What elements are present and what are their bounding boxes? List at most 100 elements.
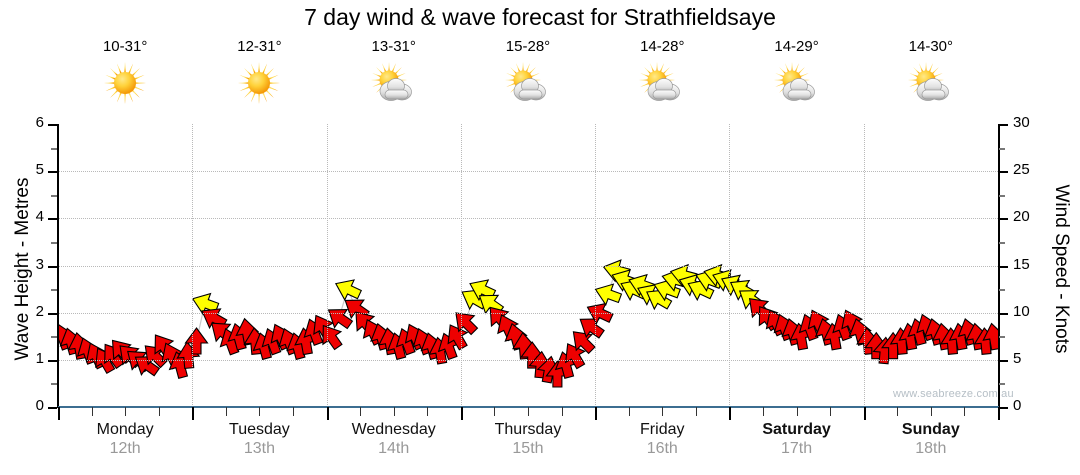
x-tick-18 xyxy=(662,407,664,416)
y-tick-left-minor-1 xyxy=(51,336,57,339)
partly-cloudy-icon xyxy=(365,58,423,108)
x-tick-16 xyxy=(595,407,598,420)
y-tick-left-minor-5 xyxy=(51,147,57,150)
day-date-1: 13th xyxy=(243,440,275,457)
y-axis-left-line xyxy=(57,124,59,408)
day-name-1: Tuesday xyxy=(229,421,290,438)
x-tick-2 xyxy=(125,407,127,416)
gridline-h-2 xyxy=(58,312,998,314)
day-date-4: 16th xyxy=(646,440,678,457)
x-tick-28 xyxy=(998,407,1000,420)
gridline-v-day-1 xyxy=(192,124,194,407)
y-label-left-6: 6 xyxy=(35,114,44,131)
temperature-range-2: 13-31° xyxy=(371,38,416,55)
day-footer-wednesday: Wednesday 14th xyxy=(327,420,461,472)
day-footer-thursday: Thursday 15th xyxy=(461,420,595,472)
x-tick-8 xyxy=(326,407,329,420)
day-date-5: 17th xyxy=(780,440,813,457)
y-label-right-20: 20 xyxy=(1013,208,1030,226)
y-tick-left-minor-0 xyxy=(51,383,57,386)
day-footer-row: Monday 12th Tuesday 13th Wednesday 14th Thursd… xyxy=(58,420,998,472)
gridline-v-day-4 xyxy=(595,124,597,407)
temperature-range-6: 14-30° xyxy=(908,38,954,55)
day-name-5: Saturday xyxy=(762,421,831,438)
day-name-2: Wednesday xyxy=(351,421,436,438)
partly-cloudy-icon xyxy=(902,58,960,108)
temperature-range-0: 10-31° xyxy=(102,38,148,55)
day-footer-saturday: Saturday 17th xyxy=(729,420,863,472)
day-header-row: 10-31° 12-31° 13-31° xyxy=(58,36,998,124)
x-tick-24 xyxy=(863,407,866,420)
y-tick-right-minor-5 xyxy=(999,336,1005,339)
y-tick-left-minor-3 xyxy=(51,241,57,244)
day-header-monday: 10-31° xyxy=(58,36,192,124)
day-name-4: Friday xyxy=(640,421,685,438)
day-header-thursday: 15-28° xyxy=(461,36,595,124)
y-label-right-0: 0 xyxy=(1013,397,1022,414)
sunny-icon xyxy=(230,58,288,108)
temperature-range-5: 14-29° xyxy=(774,38,819,55)
x-tick-5 xyxy=(225,407,227,416)
gridline-h-5 xyxy=(58,171,998,173)
y-tick-right-25 xyxy=(999,171,1008,174)
y-tick-right-10 xyxy=(999,312,1008,315)
y-label-left-5: 5 xyxy=(35,161,44,179)
x-tick-11 xyxy=(427,407,429,416)
y-tick-left-0 xyxy=(48,407,57,409)
x-tick-10 xyxy=(393,407,395,416)
y-tick-right-0 xyxy=(999,407,1008,409)
y-tick-left-3 xyxy=(48,265,57,268)
y-axis-left-title: Wave Height - Metres xyxy=(12,177,33,361)
day-header-tuesday: 12-31° xyxy=(192,36,326,124)
x-tick-20 xyxy=(729,407,732,420)
y-label-left-3: 3 xyxy=(35,255,44,273)
x-tick-25 xyxy=(897,407,899,416)
plot-area: www.seabreeze.com.au xyxy=(58,124,1014,407)
y-tick-right-minor-20 xyxy=(999,194,1005,197)
y-label-left-0: 0 xyxy=(35,397,44,414)
y-label-right-15: 15 xyxy=(1013,255,1030,273)
y-tick-right-5 xyxy=(999,359,1008,362)
x-tick-6 xyxy=(259,407,261,416)
y-tick-left-5 xyxy=(48,171,57,174)
gridline-v-day-2 xyxy=(326,124,328,407)
day-footer-friday: Friday 16th xyxy=(595,420,729,472)
gridline-h-4 xyxy=(58,218,998,220)
day-date-2: 14th xyxy=(378,440,410,457)
x-tick-19 xyxy=(695,407,697,416)
day-header-sunday: 14-30° xyxy=(864,36,998,124)
y-tick-left-minor-4 xyxy=(51,194,57,197)
gridline-h-3 xyxy=(58,265,998,267)
y-tick-left-1 xyxy=(48,359,57,362)
gridline-v-day-3 xyxy=(460,124,462,407)
y-tick-right-minor-15 xyxy=(999,241,1005,244)
y-tick-right-20 xyxy=(999,218,1008,221)
y-tick-left-minor-2 xyxy=(51,289,57,292)
sunny-icon xyxy=(96,58,154,108)
x-tick-27 xyxy=(964,407,966,416)
day-date-3: 15th xyxy=(512,440,544,457)
x-tick-26 xyxy=(930,407,932,416)
day-name-6: Sunday xyxy=(901,421,960,438)
x-tick-15 xyxy=(561,407,563,416)
x-tick-7 xyxy=(293,407,294,416)
temperature-range-3: 15-28° xyxy=(505,38,551,55)
y-label-right-10: 10 xyxy=(1013,302,1030,320)
day-date-0: 12th xyxy=(109,440,141,457)
y-tick-right-minor-10 xyxy=(999,289,1005,292)
x-tick-13 xyxy=(494,407,496,416)
x-tick-17 xyxy=(628,407,630,416)
y-label-left-1: 1 xyxy=(35,349,44,367)
x-tick-9 xyxy=(360,407,362,416)
y-tick-right-minor-0 xyxy=(999,383,1005,386)
watermark: www.seabreeze.com.au xyxy=(893,388,1014,400)
day-name-3: Thursday xyxy=(494,421,562,438)
y-tick-left-4 xyxy=(48,218,57,221)
y-label-left-2: 2 xyxy=(35,302,44,320)
y-axis-right-title: Wind Speed - Knots xyxy=(1051,184,1072,354)
y-tick-right-15 xyxy=(999,265,1008,268)
x-tick-22 xyxy=(796,407,798,416)
x-tick-4 xyxy=(192,407,195,420)
y-tick-right-minor-25 xyxy=(999,147,1005,150)
